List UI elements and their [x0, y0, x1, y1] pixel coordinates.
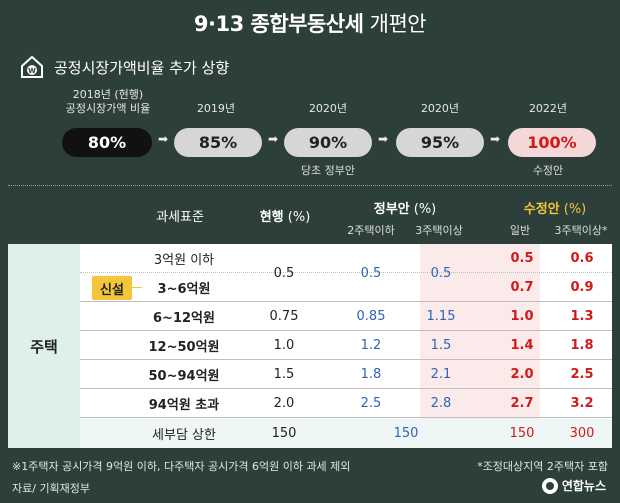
table-row: 6~12억원 0.75 0.85 1.15 1.0 1.3 [80, 302, 612, 331]
timeline-year-5: 2022년 [528, 102, 568, 115]
logo-text: 연합뉴스 [561, 479, 606, 493]
rev-multi-cell: 2.5 [570, 367, 594, 382]
gov-merged-cell: 150 [393, 426, 419, 441]
rev-multi-cell: 0.6 [570, 251, 594, 266]
subheader: W 공정시장가액비율 추가 상향 [20, 54, 229, 80]
footnote-exemption: ※1주택자 공시가격 9억원 이하, 다주택자 공시가격 6억원 이하 과세 제… [12, 460, 351, 473]
timeline-value-3: 90% [284, 128, 372, 157]
arrow-right-icon: ➡ [268, 132, 279, 146]
new-badge: 신설 [92, 276, 132, 300]
badge-pointer [132, 287, 142, 288]
header-rev-sub1: 일반 [509, 224, 531, 237]
rev-multi-cell: 3.2 [570, 396, 594, 411]
gov1-cell: 2.5 [360, 396, 382, 411]
category-housing: 주택 [8, 244, 80, 448]
arrow-right-icon: ➡ [490, 132, 501, 146]
svg-text:W: W [28, 67, 36, 75]
timeline: 2018년 (현행) 공정시장가액 비율 2019년 2020년 2020년 2… [0, 84, 620, 180]
table-row-limit: 세부담 상한 150 150 150 300 [80, 419, 612, 448]
tax-table: 주택 3억원 이하 0.5 0.6 3~6억원 0.7 0.9 0.5 0.5 … [8, 244, 612, 448]
gov1-cell: 1.8 [360, 367, 382, 382]
gov2-cell: 1.5 [430, 338, 452, 353]
timeline-note-3: 당초 정부안 [300, 164, 356, 177]
gov2-cell: 2.1 [430, 367, 452, 382]
rev-general-cell: 0.5 [510, 251, 534, 266]
timeline-year-4: 2020년 [420, 102, 460, 115]
header-gov-unit: (%) [409, 202, 437, 217]
timeline-value-4: 95% [396, 128, 484, 157]
bracket-cell: 50~94억원 [148, 369, 220, 384]
timeline-year-1-line2: 공정시장가액 비율 [65, 102, 151, 115]
header-rev: 수정안 (%) [500, 198, 610, 217]
rev-general-cell: 150 [509, 426, 535, 441]
limit-label: 세부담 상한 [152, 428, 216, 443]
rev-general-cell: 1.0 [510, 309, 534, 324]
bracket-cell: 6~12억원 [153, 311, 215, 326]
bracket-cell: 3~6억원 [157, 282, 211, 297]
header-gov-sub2: 3주택이상 [415, 224, 463, 237]
divider [8, 185, 612, 186]
header-current-unit: (%) [283, 210, 311, 225]
rev-general-cell: 2.0 [510, 367, 534, 382]
title-main: 9·13 종합부동산세 [193, 12, 364, 36]
bracket-cell: 3억원 이하 [153, 253, 215, 268]
current-cell: 2.0 [273, 396, 295, 411]
page-title: 9·13 종합부동산세 개편안 [0, 8, 620, 38]
timeline-year-3: 2020년 [308, 102, 348, 115]
header-rev-label: 수정안 [523, 202, 560, 217]
table-row: 50~94억원 1.5 1.8 2.1 2.0 2.5 [80, 360, 612, 389]
timeline-year-1-line1: 2018년 (현행) [72, 88, 144, 101]
source-credit: 자료/ 기획재정부 [12, 482, 91, 495]
rev-general-cell: 0.7 [510, 280, 534, 295]
timeline-note-5: 수정안 [532, 164, 564, 177]
header-gov-sub1: 2주택이하 [347, 224, 395, 237]
title-sub: 개편안 [363, 12, 427, 36]
header-tax-base: 과세표준 [156, 210, 204, 225]
current-cell: 1.0 [273, 338, 295, 353]
table-row: 3~6억원 0.7 0.9 [80, 273, 612, 302]
bracket-cell: 94억원 초과 [148, 398, 220, 413]
timeline-year-2: 2019년 [196, 102, 236, 115]
arrow-right-icon: ➡ [378, 132, 389, 146]
rev-general-cell: 2.7 [510, 396, 534, 411]
header-current-label: 현행 [259, 210, 284, 225]
gov2-cell: 2.8 [430, 396, 452, 411]
rev-multi-cell: 0.9 [570, 280, 594, 295]
rev-general-cell: 1.4 [510, 338, 534, 353]
rev-multi-cell: 300 [569, 426, 595, 441]
yonhap-logo: 연합뉴스 [541, 477, 606, 494]
gov1-cell: 0.85 [356, 309, 386, 324]
revision-column-bg [420, 244, 540, 448]
gov2-cell: 1.15 [426, 309, 456, 324]
arrow-right-icon: ➡ [158, 132, 169, 146]
gov1-cell: 1.2 [360, 338, 382, 353]
header-rev-sub2: 3주택이상* [554, 224, 608, 237]
table-row: 3억원 이하 0.5 0.6 [80, 244, 612, 273]
timeline-value-1: 80% [62, 128, 152, 157]
header-current: 현행 (%) [240, 206, 330, 225]
rev-multi-cell: 1.3 [570, 309, 594, 324]
current-cell: 150 [271, 426, 297, 441]
bracket-cell: 12~50억원 [148, 340, 220, 355]
yonhap-logo-icon [541, 477, 558, 494]
house-won-icon: W [21, 55, 43, 78]
timeline-value-5: 100% [508, 128, 596, 157]
timeline-value-2: 85% [174, 128, 262, 157]
subheader-label: 공정시장가액비율 추가 상향 [54, 58, 230, 77]
header-gov: 정부안 (%) [340, 198, 470, 217]
current-cell: 0.75 [269, 309, 299, 324]
rev-multi-cell: 1.8 [570, 338, 594, 353]
header-rev-unit: (%) [559, 202, 587, 217]
table-row: 12~50억원 1.0 1.2 1.5 1.4 1.8 [80, 331, 612, 360]
current-cell: 1.5 [273, 367, 295, 382]
footnote-adjusted-area: *조정대상지역 2주택자 포함 [477, 460, 608, 473]
timeline-year-1: 2018년 (현행) 공정시장가액 비율 [48, 88, 168, 116]
table-row: 94억원 초과 2.0 2.5 2.8 2.7 3.2 [80, 389, 612, 418]
header-gov-label: 정부안 [373, 202, 410, 217]
